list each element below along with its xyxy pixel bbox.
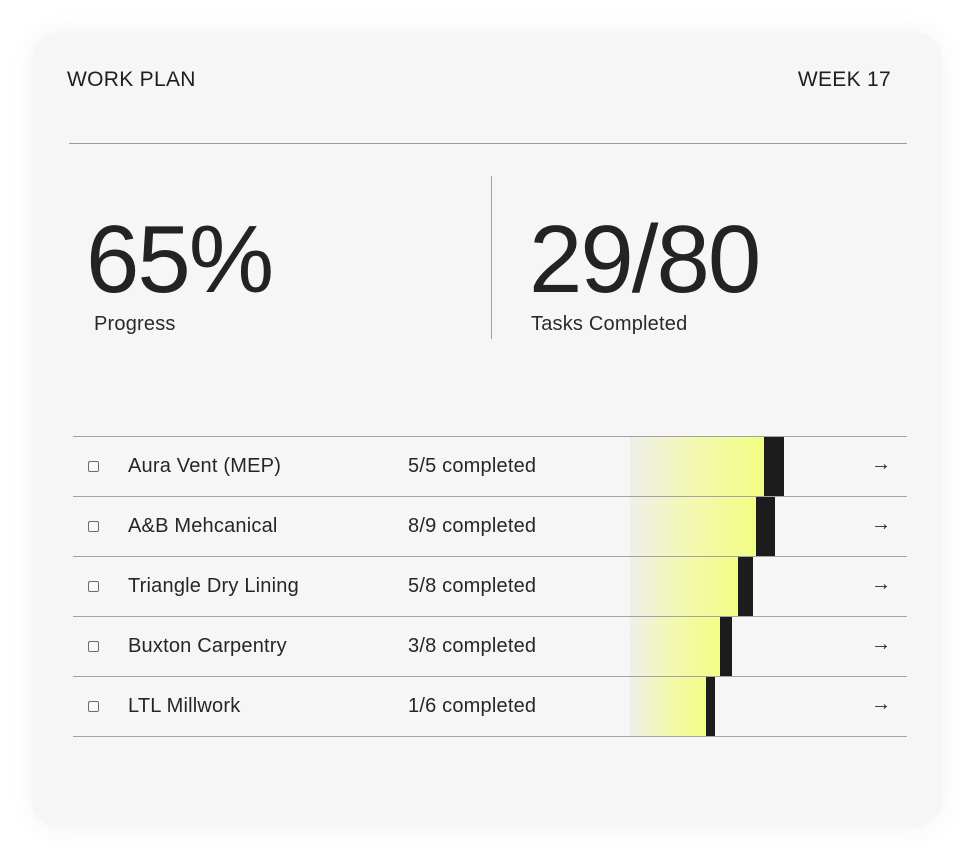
work-plan-card [32, 32, 942, 828]
progress-bar [630, 437, 830, 496]
progress-value: 65% [86, 206, 274, 313]
week-label: WEEK 17 [797, 68, 891, 91]
progress-bar [630, 677, 830, 736]
progress-bar-marker [756, 497, 775, 556]
progress-label: Progress [94, 313, 176, 335]
arrow-right-icon[interactable]: → [871, 693, 891, 715]
table-row[interactable]: Buxton Carpentry 3/8 completed → [73, 617, 907, 677]
contractor-task-list: Aura Vent (MEP) 5/5 completed → A&B Mehcani… [73, 436, 907, 737]
progress-bar [630, 557, 830, 616]
tasks-completed-label: Tasks Completed [531, 313, 688, 335]
row-checkbox[interactable] [88, 641, 99, 652]
page-title: WORK PLAN [67, 68, 196, 91]
contractor-name: Buxton Carpentry [128, 635, 287, 657]
progress-bar-marker [720, 617, 732, 676]
header-divider [69, 143, 907, 144]
progress-bar [630, 497, 830, 556]
progress-bar-fill [630, 437, 764, 496]
completion-status: 1/6 completed [408, 695, 537, 717]
completion-status: 3/8 completed [408, 635, 537, 657]
row-checkbox[interactable] [88, 521, 99, 532]
arrow-right-icon[interactable]: → [871, 453, 891, 475]
arrow-right-icon[interactable]: → [871, 633, 891, 655]
table-row[interactable]: LTL Millwork 1/6 completed → [73, 677, 907, 737]
progress-bar-fill [630, 617, 720, 676]
progress-bar-marker [706, 677, 715, 736]
progress-bar-marker [738, 557, 753, 616]
row-checkbox[interactable] [88, 701, 99, 712]
row-checkbox[interactable] [88, 581, 99, 592]
progress-bar-fill [630, 557, 738, 616]
completion-status: 5/8 completed [408, 575, 537, 597]
stats-divider [491, 176, 492, 339]
progress-bar-fill [630, 497, 756, 556]
completion-status: 8/9 completed [408, 515, 537, 537]
table-row[interactable]: Aura Vent (MEP) 5/5 completed → [73, 437, 907, 497]
contractor-name: LTL Millwork [128, 695, 241, 717]
contractor-name: Triangle Dry Lining [128, 575, 299, 597]
table-row[interactable]: Triangle Dry Lining 5/8 completed → [73, 557, 907, 617]
table-row[interactable]: A&B Mehcanical 8/9 completed → [73, 497, 907, 557]
progress-bar [630, 617, 830, 676]
contractor-name: Aura Vent (MEP) [128, 455, 282, 477]
progress-bar-marker [764, 437, 784, 496]
completion-status: 5/5 completed [408, 455, 537, 477]
tasks-completed-value: 29/80 [529, 206, 761, 313]
arrow-right-icon[interactable]: → [871, 513, 891, 535]
arrow-right-icon[interactable]: → [871, 573, 891, 595]
progress-bar-fill [630, 677, 706, 736]
row-checkbox[interactable] [88, 461, 99, 472]
contractor-name: A&B Mehcanical [128, 515, 278, 537]
